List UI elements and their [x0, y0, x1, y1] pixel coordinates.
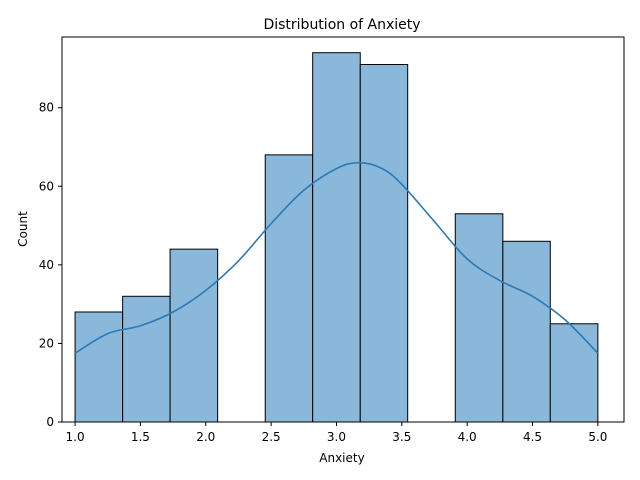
histogram-bar-0 — [74, 311, 124, 423]
chart-title: Distribution of Anxiety — [263, 17, 420, 33]
x-tick-label: 2.5 — [262, 430, 281, 444]
histogram-bar-2 — [169, 248, 219, 423]
histogram-bar-1 — [122, 295, 171, 423]
axes-frame — [61, 36, 625, 423]
y-tick-label: 60 — [39, 179, 54, 193]
bars-group — [74, 52, 599, 423]
histogram-bar-6 — [359, 64, 409, 423]
y-tick-label: 20 — [39, 336, 54, 350]
x-tick-label: 3.0 — [327, 430, 346, 444]
x-tick-label: 1.5 — [131, 430, 150, 444]
y-axis-ticks: 0 20 40 60 80 — [39, 101, 62, 429]
x-axis-ticks: 1.0 1.5 2.0 2.5 3.0 3.5 4.0 4.5 5.0 — [66, 422, 607, 444]
x-tick-label: 4.5 — [523, 430, 542, 444]
histogram-bar-8 — [454, 213, 504, 423]
histogram-bar-4 — [264, 154, 314, 423]
y-tick-label: 0 — [46, 415, 54, 429]
x-tick-label: 3.5 — [392, 430, 411, 444]
x-axis-label: Anxiety — [319, 451, 364, 465]
y-tick-label: 40 — [39, 258, 54, 272]
histogram-bar-10 — [549, 323, 599, 423]
y-axis-label: Count — [16, 211, 30, 247]
x-tick-label: 2.0 — [196, 430, 215, 444]
kde-curve — [74, 161, 599, 354]
histogram-bar-9 — [502, 240, 551, 423]
x-tick-label: 1.0 — [66, 430, 85, 444]
y-tick-label: 80 — [39, 101, 54, 115]
histogram-bar-5 — [312, 52, 361, 423]
x-tick-label: 4.0 — [458, 430, 477, 444]
x-tick-label: 5.0 — [588, 430, 607, 444]
